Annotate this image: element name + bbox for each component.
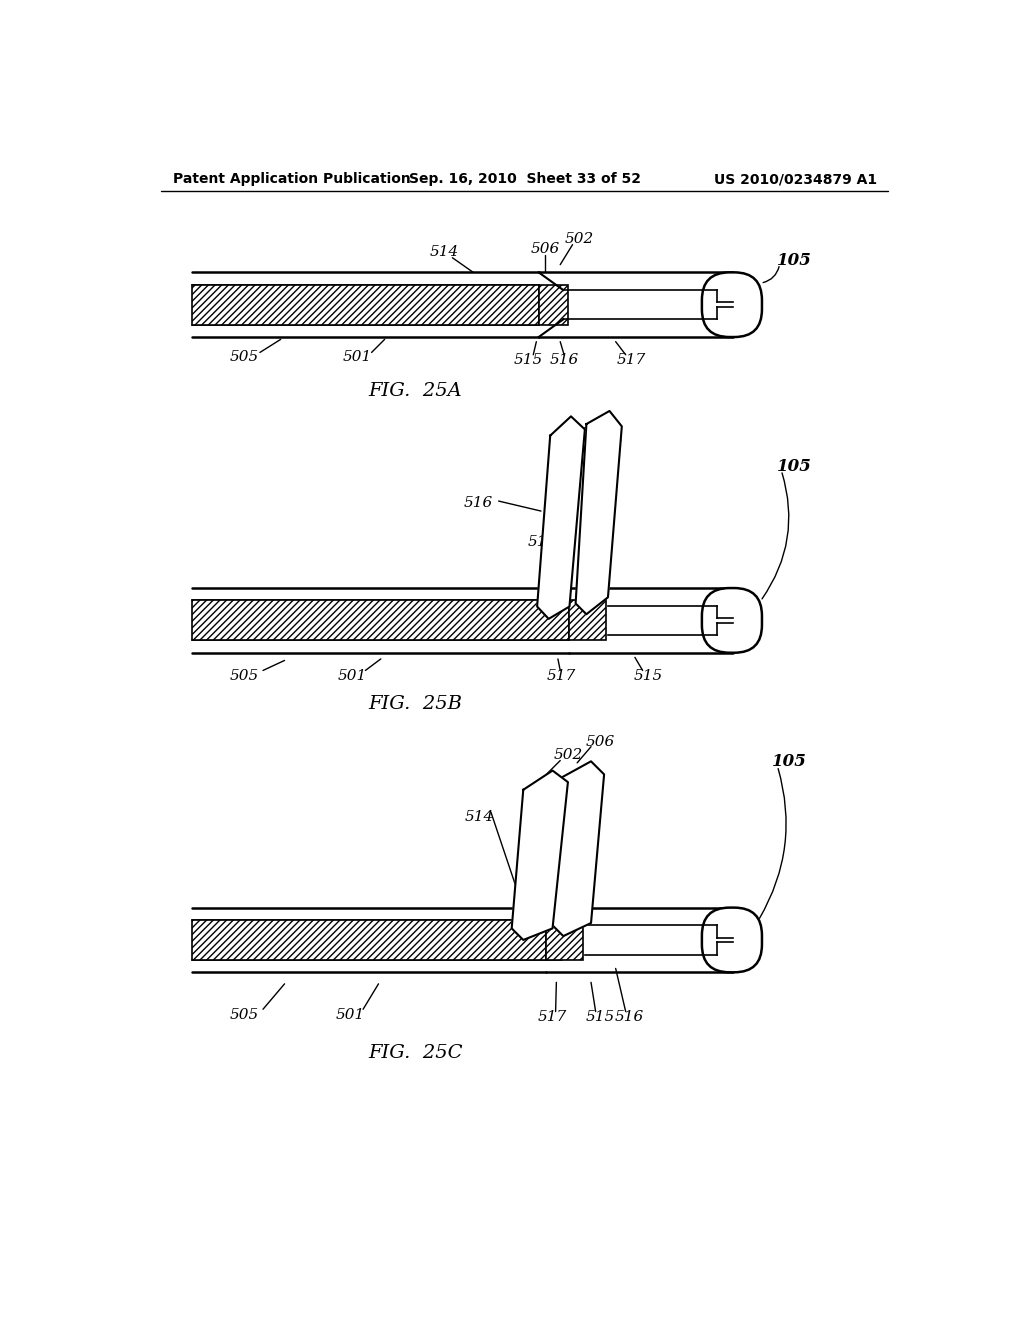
Text: 502: 502 [565,232,594,247]
Text: 514: 514 [528,535,557,549]
Bar [569,601,606,640]
Text: 501: 501 [343,350,373,364]
Bar [547,920,584,960]
Bar [193,285,539,325]
Text: FIG.  25A: FIG. 25A [369,381,462,400]
Text: Sep. 16, 2010  Sheet 33 of 52: Sep. 16, 2010 Sheet 33 of 52 [409,172,641,186]
Text: 516: 516 [614,1010,644,1024]
FancyBboxPatch shape [701,908,762,973]
Text: 506: 506 [530,243,559,256]
Polygon shape [552,762,604,936]
Text: FIG.  25B: FIG. 25B [369,694,463,713]
Text: 105: 105 [777,252,812,268]
Bar [569,601,606,640]
Text: 515: 515 [513,354,543,367]
Polygon shape [512,771,568,940]
Bar [193,601,569,640]
Text: 501: 501 [336,1007,365,1022]
Bar [193,920,547,960]
Text: 505: 505 [230,669,259,682]
Text: 105: 105 [777,458,812,475]
Bar [539,285,568,325]
FancyBboxPatch shape [701,272,762,337]
Text: 105: 105 [771,752,806,770]
Text: FIG.  25C: FIG. 25C [369,1044,463,1063]
Text: US 2010/0234879 A1: US 2010/0234879 A1 [715,172,878,186]
Text: 514: 514 [430,246,460,259]
Polygon shape [575,411,622,614]
Bar [193,285,539,325]
Text: 517: 517 [616,354,646,367]
Text: 505: 505 [230,350,259,364]
Text: 501: 501 [338,669,367,682]
Text: 517: 517 [538,1010,567,1024]
Bar [193,920,547,960]
Text: 516: 516 [550,354,579,367]
Text: 502: 502 [553,748,583,762]
Text: 506: 506 [586,735,614,748]
Text: 517: 517 [547,669,577,682]
FancyBboxPatch shape [701,589,762,653]
Text: 515: 515 [586,1010,614,1024]
Text: 505: 505 [230,1007,259,1022]
Text: 516: 516 [464,495,494,510]
Bar [547,920,584,960]
Text: 506: 506 [593,438,623,453]
Text: 502: 502 [561,428,590,441]
Polygon shape [538,416,585,619]
Text: 514: 514 [465,809,494,824]
Text: 515: 515 [634,669,663,682]
Bar [193,601,569,640]
Text: Patent Application Publication: Patent Application Publication [173,172,411,186]
Bar [539,285,568,325]
